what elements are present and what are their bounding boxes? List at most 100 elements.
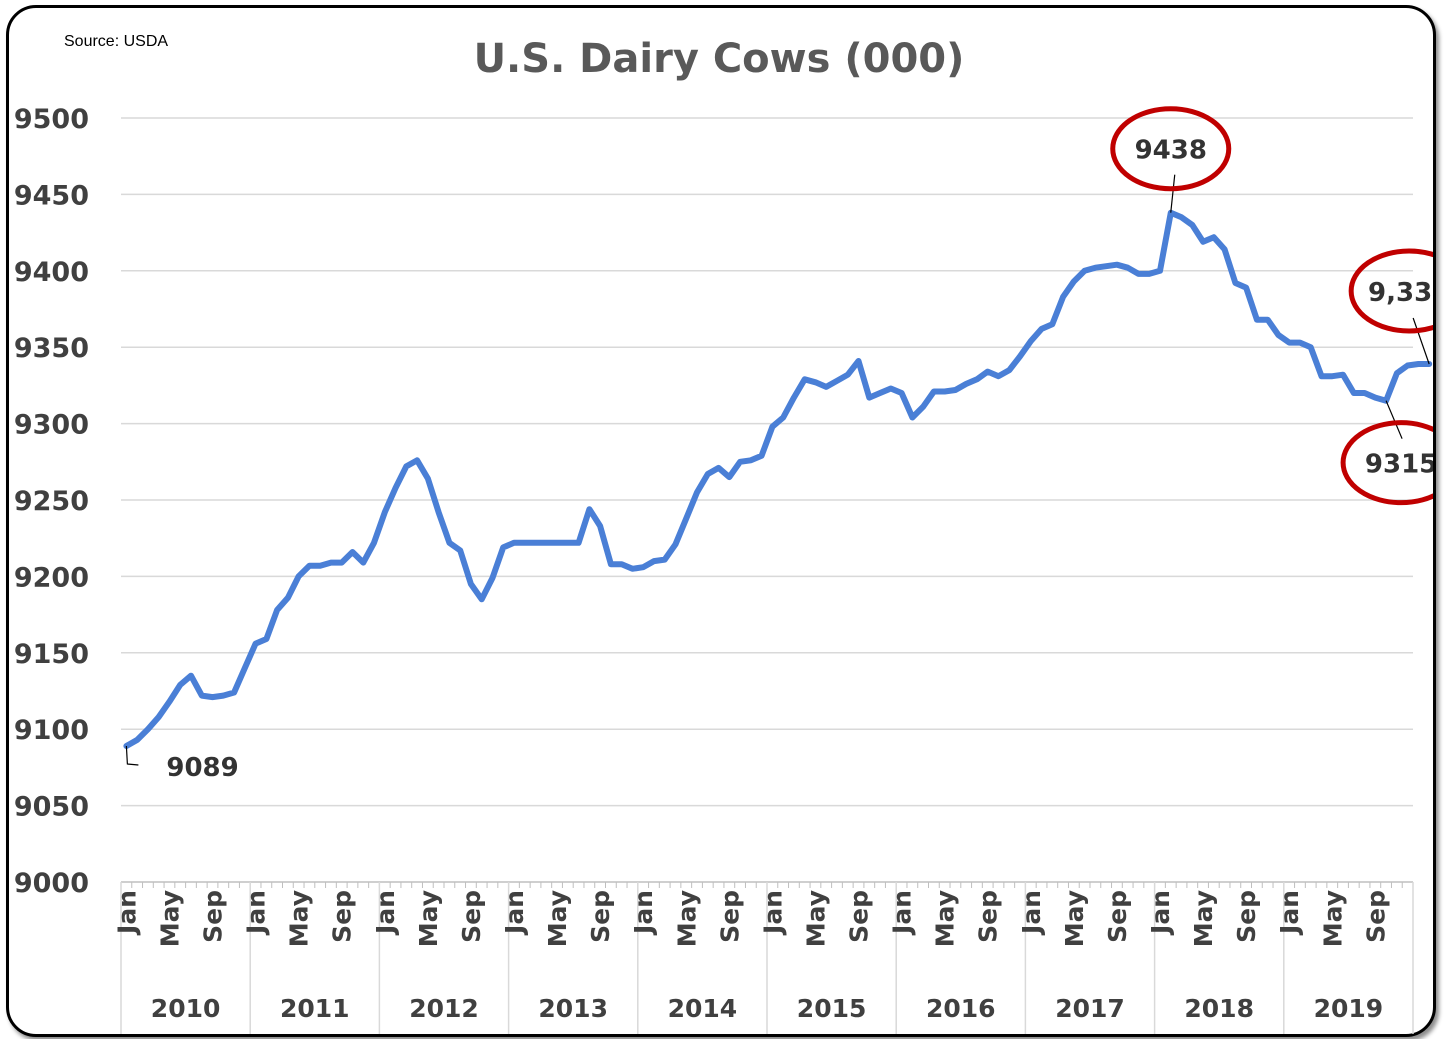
data-point (1106, 266, 1107, 267)
data-point (772, 426, 773, 427)
data-point (513, 542, 514, 543)
year-label: 2010 (151, 994, 221, 1023)
year-label: 2017 (1055, 994, 1125, 1023)
data-point (858, 360, 859, 361)
data-point (632, 568, 633, 569)
data-point (341, 562, 342, 563)
data-point (417, 460, 418, 461)
data-point (955, 389, 956, 390)
month-tick-label: Sep (199, 890, 228, 943)
data-point (750, 460, 751, 461)
data-point (1009, 370, 1010, 371)
year-label: 2019 (1314, 994, 1384, 1023)
data-point (697, 492, 698, 493)
year-label: 2015 (797, 994, 867, 1023)
month-tick-label: Jan (629, 890, 658, 936)
data-point (1159, 270, 1160, 271)
year-label: 2018 (1184, 994, 1254, 1023)
data-point (330, 562, 331, 563)
y-tick-label: 9200 (14, 562, 89, 593)
data-point (1407, 365, 1408, 366)
data-point (1084, 270, 1085, 271)
data-point (869, 397, 870, 398)
data-point (944, 391, 945, 392)
month-tick-label: Jan (1275, 890, 1304, 936)
annotation-leader (1385, 400, 1403, 439)
month-tick-label: Sep (1103, 890, 1132, 943)
month-tick-label: Jan (888, 890, 917, 936)
data-point (966, 383, 967, 384)
gridlines (121, 117, 1413, 807)
data-point (589, 509, 590, 510)
month-tick-label: Sep (1232, 890, 1261, 943)
data-point (675, 544, 676, 545)
data-point (147, 729, 148, 730)
data-point (836, 380, 837, 381)
data-point (1138, 273, 1139, 274)
month-tick-label: May (414, 890, 443, 947)
data-point (1375, 397, 1376, 398)
year-label: 2013 (538, 994, 608, 1023)
data-point (686, 518, 687, 519)
data-point (567, 542, 568, 543)
data-point (1192, 224, 1193, 225)
data-point (761, 455, 762, 456)
data-point (718, 467, 719, 468)
data-point (890, 388, 891, 389)
month-tick-label: Jan (112, 890, 141, 936)
month-tick-label: Sep (974, 890, 1003, 943)
annotation-leader (1412, 317, 1430, 365)
y-tick-label: 9050 (14, 792, 89, 823)
y-axis: 9000 9050 9100 9150 9200 9250 9300 9350 9400 9450… (14, 104, 89, 899)
year-label: 2014 (668, 994, 738, 1023)
y-tick-label: 9100 (14, 715, 89, 746)
series-dairy-cows (123, 209, 1433, 749)
highlight-circle (1348, 248, 1433, 334)
month-tick-label: May (672, 890, 701, 947)
data-point (610, 564, 611, 565)
chart-title: U.S. Dairy Cows (000) (474, 36, 965, 82)
data-point (212, 697, 213, 698)
source-note: Source: USDA (64, 33, 168, 50)
data-point (503, 547, 504, 548)
y-tick-label: 9500 (14, 104, 89, 135)
data-point (1041, 328, 1042, 329)
data-point (352, 551, 353, 552)
x-axis: Jan May Sep 2010 Jan May Sep 2011 Jan May Sep 2012 J… (112, 881, 1414, 1034)
data-point (1353, 393, 1354, 394)
highlight-circle (1340, 420, 1433, 506)
data-point (1321, 376, 1322, 377)
y-tick-label: 9400 (14, 257, 89, 288)
line-chart: Source: USDA U.S. Dairy Cows (000) 90009… (14, 33, 1433, 1034)
data-point (847, 374, 848, 375)
y-tick-label: 9150 (14, 639, 89, 670)
annotation-leader (125, 745, 139, 766)
data-point (643, 567, 644, 568)
data-point (793, 397, 794, 398)
month-tick-label: May (801, 890, 830, 947)
data-point (1332, 376, 1333, 377)
data-point (1310, 347, 1311, 348)
data-point (1289, 342, 1290, 343)
month-tick-label: Sep (586, 890, 615, 943)
data-point (255, 643, 256, 644)
data-point (1213, 237, 1214, 238)
data-point (1063, 296, 1064, 297)
data-point (1203, 241, 1204, 242)
data-point (976, 379, 977, 380)
data-point (158, 716, 159, 717)
month-tick-label: May (931, 890, 960, 947)
highlight-circle (1110, 106, 1232, 192)
data-point (287, 597, 288, 598)
data-point (277, 610, 278, 611)
month-tick-label: Jan (242, 890, 271, 936)
data-point (1052, 324, 1053, 325)
data-point (1418, 364, 1419, 365)
data-point (1095, 267, 1096, 268)
data-point (912, 417, 913, 418)
series-line (123, 209, 1433, 749)
chart-frame: Source: USDA U.S. Dairy Cows (000) 9000 9… (6, 5, 1436, 1037)
data-label: 9438 (1135, 136, 1207, 166)
month-tick-label: Sep (457, 890, 486, 943)
data-point (664, 559, 665, 560)
